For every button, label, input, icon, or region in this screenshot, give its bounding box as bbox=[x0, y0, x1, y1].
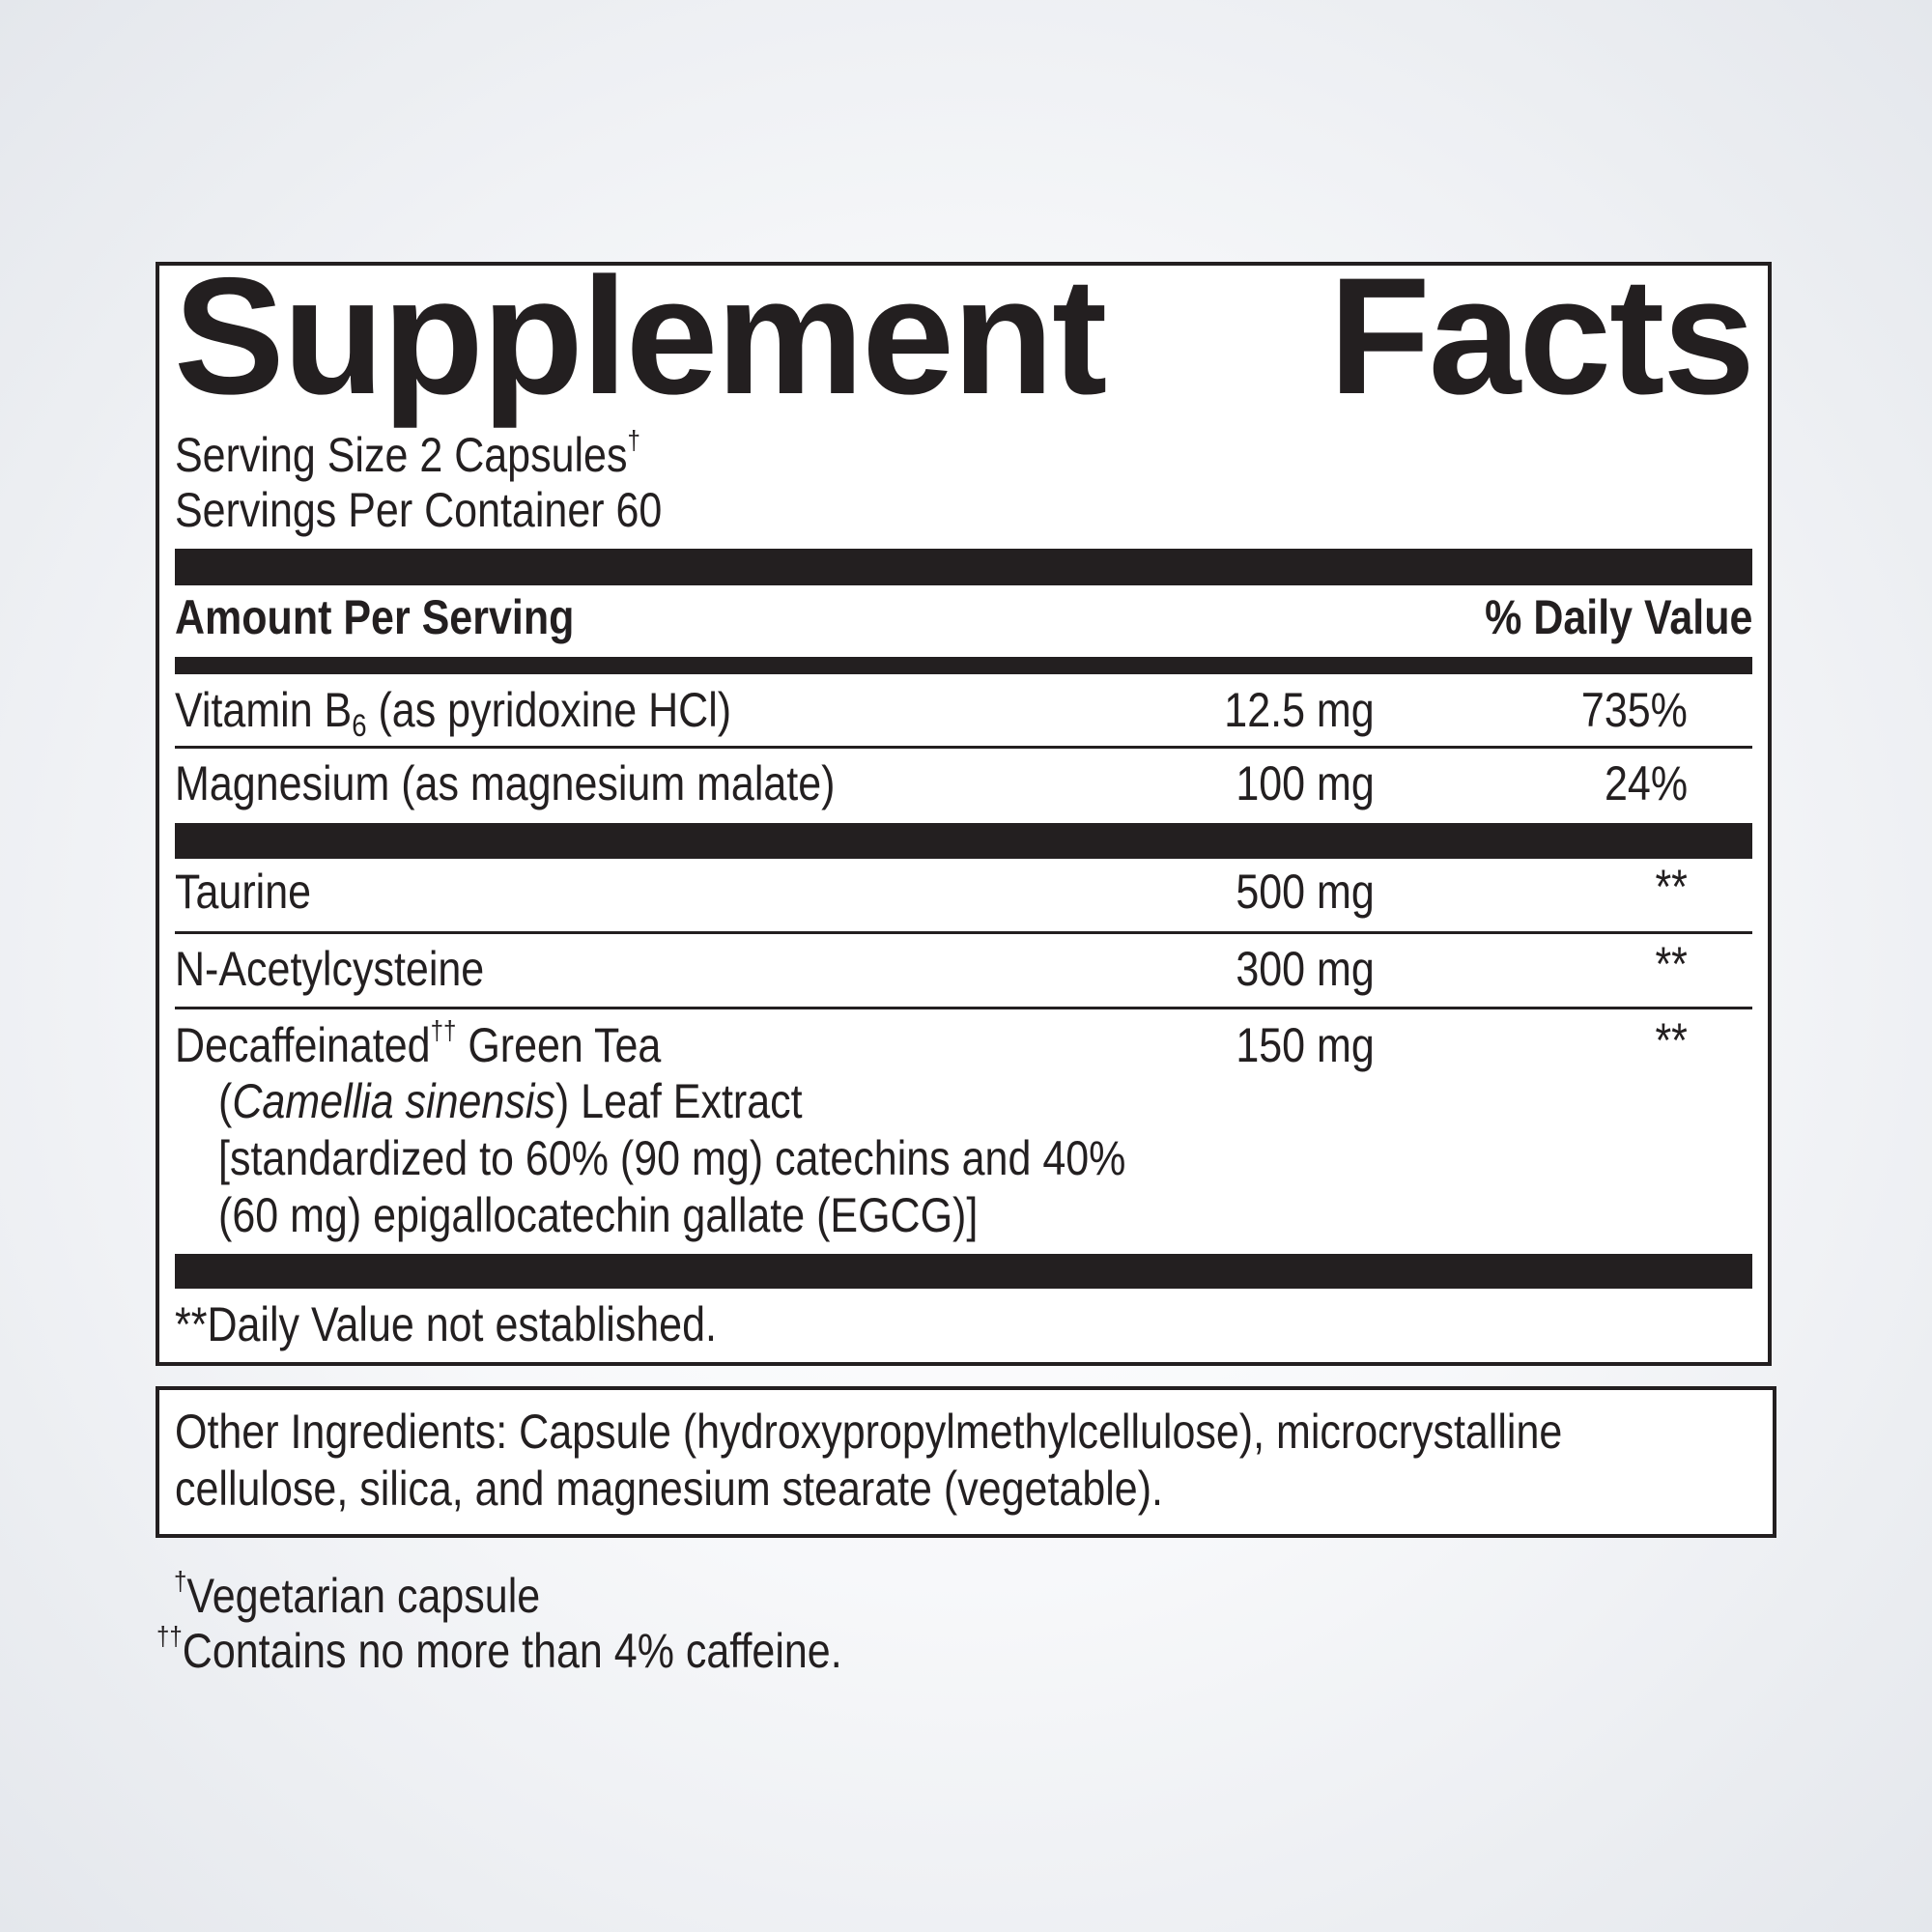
thin-divider bbox=[175, 931, 1752, 934]
nutrient-name-rest: Green Tea bbox=[456, 1018, 662, 1072]
nutrient-description-line: (60 mg) epigallocatechin gallate (EGCG)] bbox=[218, 1188, 979, 1242]
serving-size-text: Serving Size 2 Capsules bbox=[175, 428, 628, 482]
nutrient-name: Decaffeinated†† Green Tea bbox=[175, 1017, 662, 1072]
amount-per-serving-header: Amount Per Serving bbox=[175, 590, 575, 644]
footnote-text: Vegetarian capsule bbox=[186, 1569, 541, 1623]
footnote: †Vegetarian capsule bbox=[174, 1568, 541, 1623]
thin-divider bbox=[175, 1007, 1752, 1009]
thick-divider bbox=[175, 549, 1752, 585]
other-ingredients-line: Other Ingredients: Capsule (hydroxypropy… bbox=[175, 1405, 1563, 1459]
daily-value-header: % Daily Value bbox=[1484, 590, 1752, 644]
nutrient-amount: 12.5 mg bbox=[1224, 683, 1375, 737]
thin-divider bbox=[175, 746, 1752, 749]
nutrient-name: Magnesium (as magnesium malate) bbox=[175, 756, 836, 810]
subscript: 6 bbox=[352, 708, 367, 743]
nutrient-name-rest: (as pyridoxine HCl) bbox=[366, 683, 732, 737]
nutrient-dv: ** bbox=[1655, 860, 1688, 914]
dagger-mark: † bbox=[174, 1566, 187, 1596]
other-ingredients-line: cellulose, silica, and magnesium stearat… bbox=[175, 1462, 1163, 1516]
nutrient-dv: 24% bbox=[1604, 756, 1688, 810]
supplement-facts-panel bbox=[156, 262, 1772, 1366]
paren: ( bbox=[218, 1074, 233, 1128]
nutrient-description-rest: ) Leaf Extract bbox=[554, 1074, 803, 1128]
nutrient-name: Taurine bbox=[175, 865, 312, 919]
dagger-mark: † bbox=[627, 425, 640, 455]
nutrient-name-text: Decaffeinated bbox=[175, 1018, 431, 1072]
nutrient-dv: 735% bbox=[1581, 683, 1688, 737]
title-word-2: Facts bbox=[1328, 243, 1755, 429]
footnote-text: Contains no more than 4% caffeine. bbox=[182, 1624, 842, 1678]
double-dagger-mark: †† bbox=[156, 1621, 183, 1651]
nutrient-amount: 150 mg bbox=[1236, 1018, 1375, 1072]
footnote: ††Contains no more than 4% caffeine. bbox=[156, 1623, 842, 1678]
nutrient-amount: 100 mg bbox=[1236, 756, 1375, 810]
nutrient-name-text: Vitamin B bbox=[175, 683, 353, 737]
servings-per-container: Servings Per Container 60 bbox=[175, 483, 663, 537]
other-ingredients-box bbox=[156, 1386, 1776, 1538]
thick-divider bbox=[175, 1254, 1752, 1289]
latin-name: Camellia sinensis bbox=[232, 1074, 555, 1128]
title-word-1: Supplement bbox=[174, 243, 1107, 429]
nutrient-name: N-Acetylcysteine bbox=[175, 942, 485, 996]
serving-size: Serving Size 2 Capsules† bbox=[175, 427, 640, 482]
nutrient-amount: 500 mg bbox=[1236, 865, 1375, 919]
daily-value-note: **Daily Value not established. bbox=[175, 1297, 717, 1351]
nutrient-description-line: (Camellia sinensis) Leaf Extract bbox=[218, 1077, 803, 1125]
nutrient-dv: ** bbox=[1655, 937, 1688, 991]
nutrient-name: Vitamin B6 (as pyridoxine HCl) bbox=[175, 683, 732, 741]
medium-divider bbox=[175, 657, 1752, 674]
double-dagger-mark: †† bbox=[430, 1015, 457, 1045]
nutrient-amount: 300 mg bbox=[1236, 942, 1375, 996]
thick-divider bbox=[175, 823, 1752, 859]
nutrient-dv: ** bbox=[1655, 1013, 1688, 1067]
panel-title: Supplement Facts bbox=[174, 243, 1755, 429]
nutrient-description-line: [standardized to 60% (90 mg) catechins a… bbox=[218, 1131, 1126, 1185]
